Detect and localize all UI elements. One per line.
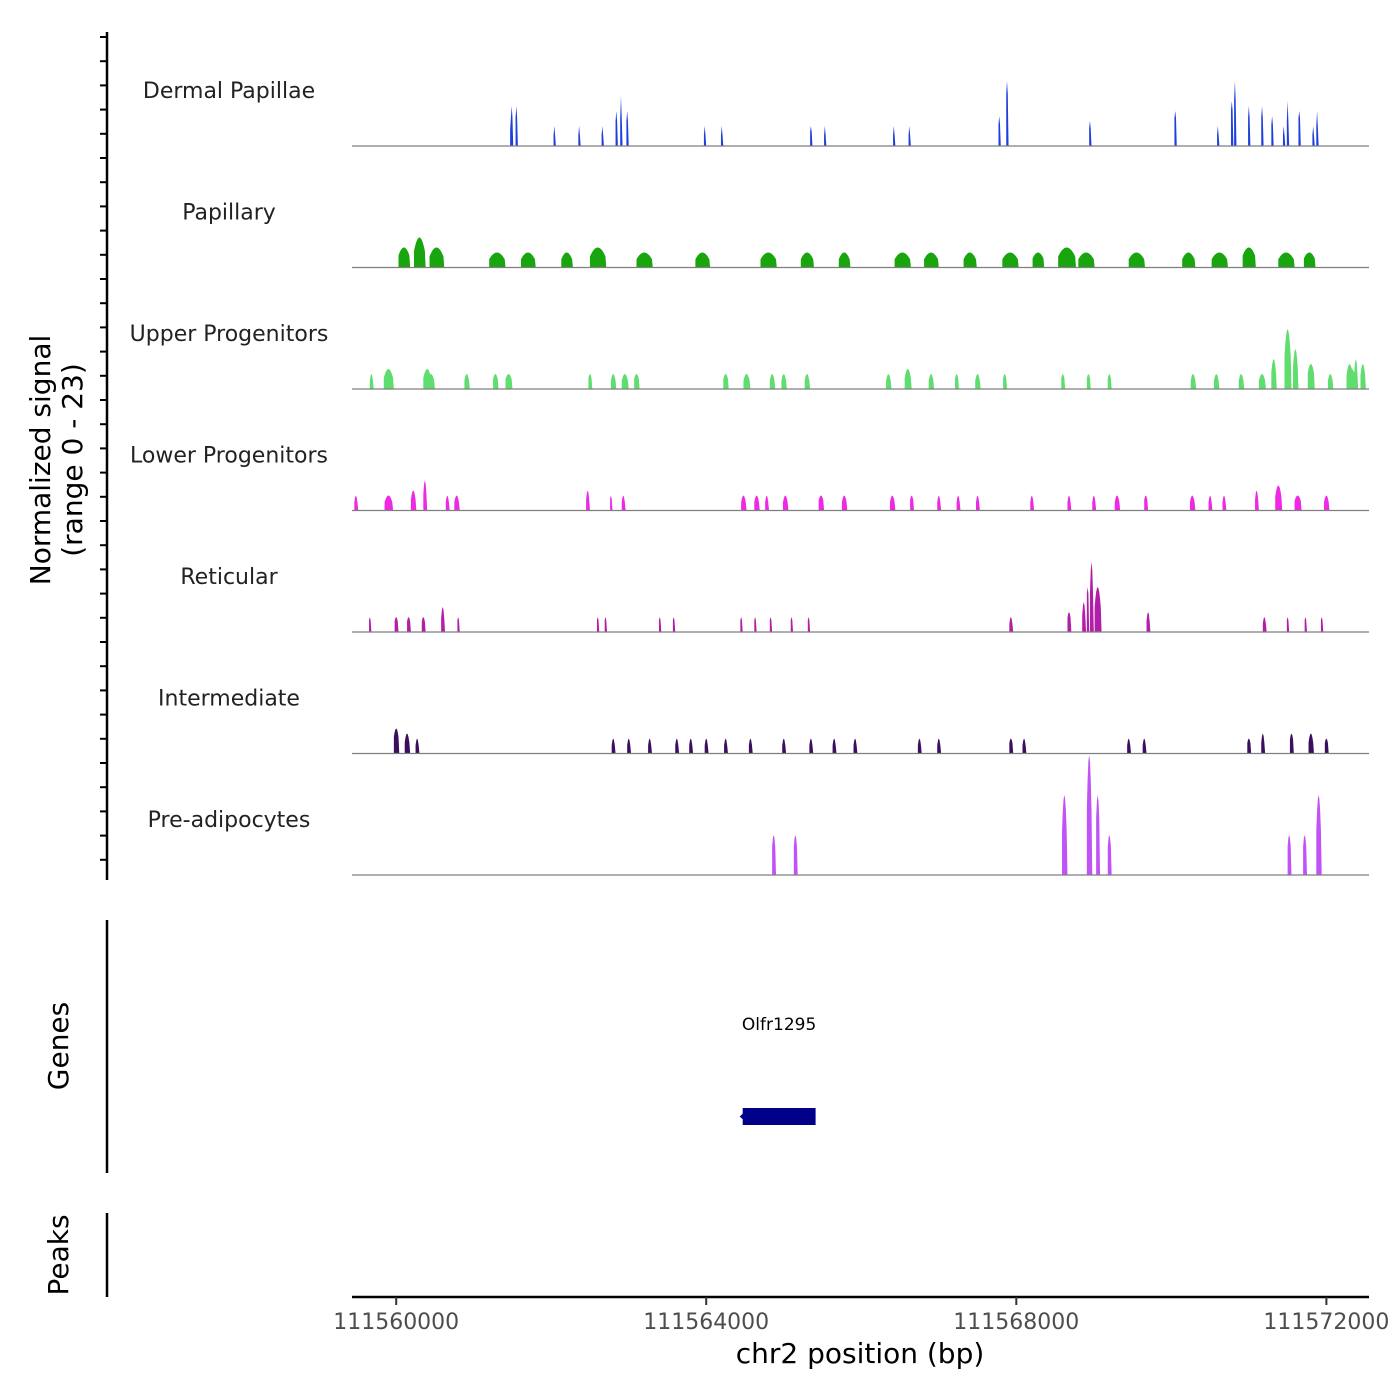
coverage-area-intermediate <box>393 728 1329 754</box>
x-tick-label: 111560000 <box>333 1310 459 1335</box>
track-label-papillary: Papillary <box>182 201 276 226</box>
track-upper-progenitors: Upper Progenitors <box>130 322 1369 390</box>
x-axis-ticks: 111560000 111564000 111568000 111572000 <box>333 1297 1389 1335</box>
coverage-tracks: Dermal Papillae Papillary Upper Progenitor… <box>130 79 1369 876</box>
track-label-reticular: Reticular <box>180 565 278 590</box>
track-pre-adipocytes: Pre-adipocytes <box>148 755 1369 876</box>
coverage-area-lower-progenitors <box>354 480 1330 511</box>
coverage-area-dermal-papillae <box>510 81 1319 146</box>
y-axis <box>100 32 109 880</box>
track-label-dermal-papillae: Dermal Papillae <box>143 79 315 104</box>
x-tick-label: 111564000 <box>643 1310 769 1335</box>
gene-strand-arrow-olfr1295 <box>739 1111 746 1122</box>
track-intermediate: Intermediate <box>158 687 1369 755</box>
gene-body-olfr1295 <box>742 1108 816 1125</box>
gene-label-olfr1295: Olfr1295 <box>742 1015 816 1035</box>
coverage-area-pre-adipocytes <box>772 755 1322 875</box>
track-label-pre-adipocytes: Pre-adipocytes <box>148 808 311 833</box>
gene-track: Olfr1295 <box>739 1015 816 1125</box>
x-tick-label: 111568000 <box>953 1310 1079 1335</box>
track-reticular: Reticular <box>180 562 1369 633</box>
peaks-axis-title: Peaks <box>42 1214 75 1295</box>
track-papillary: Papillary <box>182 201 1369 269</box>
coverage-area-papillary <box>398 237 1316 268</box>
track-lower-progenitors: Lower Progenitors <box>130 444 1369 512</box>
coverage-area-reticular <box>369 562 1324 632</box>
genes-axis-title: Genes <box>42 1002 75 1090</box>
coverage-area-upper-progenitors <box>369 329 1366 389</box>
y-axis-subtitle: (range 0 - 23) <box>56 363 89 557</box>
track-label-upper-progenitors: Upper Progenitors <box>130 322 329 347</box>
track-label-lower-progenitors: Lower Progenitors <box>130 444 328 469</box>
y-axis-title: Normalized signal <box>24 335 57 586</box>
x-tick-label: 111572000 <box>1263 1310 1389 1335</box>
track-label-intermediate: Intermediate <box>158 687 300 712</box>
x-axis-title: chr2 position (bp) <box>736 1337 985 1370</box>
track-dermal-papillae: Dermal Papillae <box>143 79 1369 147</box>
